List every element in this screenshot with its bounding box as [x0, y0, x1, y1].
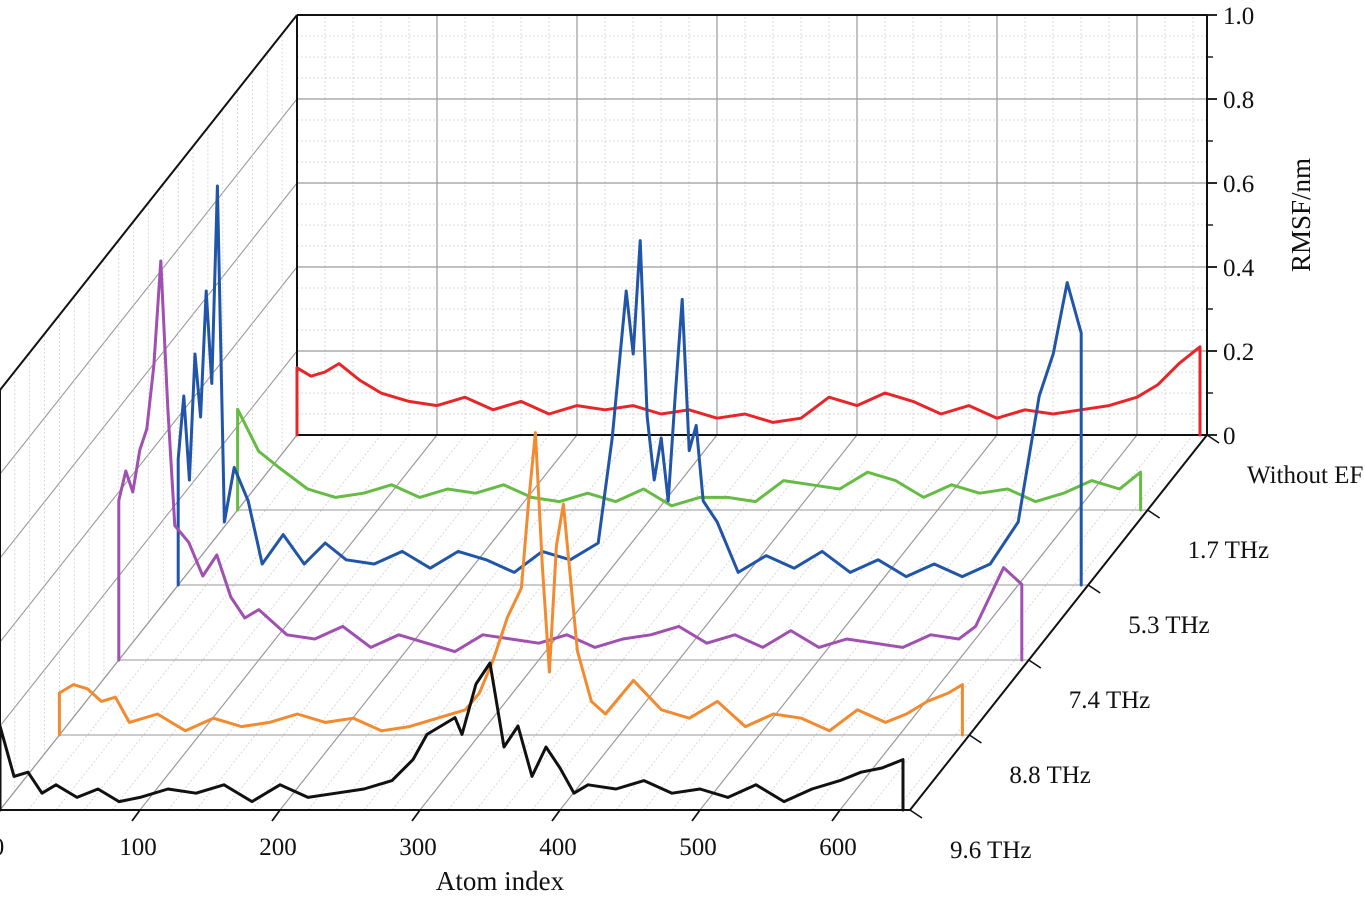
- depth-axis-tick: [1147, 509, 1161, 519]
- axis-frame: [0, 14, 1220, 822]
- label-layer: 0 0.2 0.4 0.6 0.8 1.0 0 100 200 300 400 500 600 Witho…: [0, 3, 1363, 864]
- depth-axis-tick: [1206, 434, 1220, 444]
- depth-axis-tick: [1087, 584, 1101, 594]
- floor-gridline: [643, 434, 942, 811]
- depth-axis-tick: [968, 734, 982, 744]
- floor-gridline: [559, 434, 858, 811]
- floor-gridline: [195, 434, 494, 811]
- floor-gridline: [139, 434, 438, 811]
- floor-gridline: [447, 434, 746, 811]
- series-line-1-7-thz: [236, 407, 1143, 512]
- floor-gridline: [279, 434, 578, 811]
- floor-gridline: [615, 434, 914, 811]
- floor-gridline: [699, 434, 998, 811]
- series-depth-label: 9.6 THz: [950, 837, 1031, 864]
- series-depth-label: 7.4 THz: [1069, 687, 1150, 714]
- z-tick-label: 0.4: [1223, 255, 1255, 282]
- series-line-9-6-thz: [0, 661, 905, 812]
- floor-gridline: [0, 434, 298, 811]
- depth-axis-tick: [1028, 659, 1042, 669]
- x-axis-title: Atom index: [436, 866, 565, 896]
- x-tick-label: 0: [0, 834, 4, 861]
- axis-frame-edge: [909, 434, 1208, 811]
- floor-gridline: [839, 434, 1138, 811]
- z-tick-label: 0.2: [1223, 339, 1254, 366]
- floor-gridline: [587, 434, 886, 811]
- floor-gridline: [55, 434, 354, 811]
- floor-gridline: [727, 434, 1026, 811]
- series-depth-label: 1.7 THz: [1188, 537, 1269, 564]
- x-axis-tick: [271, 809, 281, 822]
- x-axis-tick: [831, 809, 841, 822]
- floor-gridline: [111, 434, 410, 811]
- floor-gridline: [671, 434, 970, 811]
- floor-gridline: [755, 434, 1054, 811]
- x-tick-label: 500: [679, 834, 717, 861]
- floor-gridline: [531, 434, 830, 811]
- z-tick-label: 0.6: [1223, 171, 1254, 198]
- series-line-without-ef: [295, 345, 1202, 437]
- x-axis-tick: [551, 809, 561, 822]
- floor-gridline: [503, 434, 802, 811]
- floor-gridline: [783, 434, 1082, 811]
- x-tick-label: 300: [399, 834, 437, 861]
- x-tick-label: 100: [119, 834, 157, 861]
- x-tick-label: 600: [819, 834, 857, 861]
- z-tick-label: 1.0: [1223, 3, 1254, 30]
- z-tick-label: 0.8: [1223, 87, 1254, 114]
- x-axis-tick: [691, 809, 701, 822]
- z-tick-label: 0: [1223, 423, 1236, 450]
- depth-axis-tick: [909, 809, 923, 819]
- z-axis-title: RMSF/nm: [1286, 158, 1316, 272]
- series-line-8-8-thz: [57, 431, 964, 737]
- series-depth-label: Without EF: [1247, 462, 1363, 489]
- series-line-5-3-thz: [176, 184, 1083, 587]
- x-tick-label: 400: [539, 834, 577, 861]
- series-depth-label: 5.3 THz: [1128, 612, 1209, 639]
- axis-frame-edge: [0, 14, 298, 391]
- x-tick-label: 200: [259, 834, 297, 861]
- series-layer: [0, 184, 1202, 812]
- floor-gridline: [83, 434, 382, 811]
- x-axis-tick: [131, 809, 141, 822]
- x-axis-tick: [411, 809, 421, 822]
- floor-gridline: [27, 434, 326, 811]
- series-line-7-4-thz: [117, 259, 1024, 662]
- series-depth-label: 8.8 THz: [1009, 762, 1090, 789]
